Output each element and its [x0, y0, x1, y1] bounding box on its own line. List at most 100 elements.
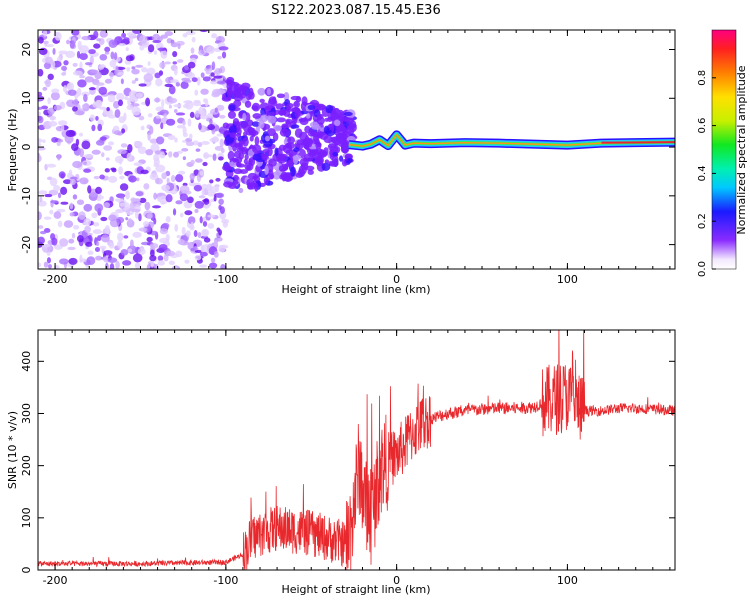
spectrogram-cell — [261, 154, 269, 161]
spectrogram-cell — [45, 78, 51, 88]
spectrogram-cell — [61, 72, 66, 76]
spectrogram-cell — [212, 136, 219, 142]
spectrogram-cell — [116, 216, 125, 224]
spectrogram-cell — [218, 156, 224, 161]
spectrogram-cell — [247, 91, 255, 100]
spectrogram-cell — [199, 251, 208, 257]
spectrogram-cell — [79, 148, 85, 158]
spectrogram-cell — [252, 153, 262, 161]
spectrogram-cell — [86, 232, 93, 236]
spectrogram-cell — [107, 257, 118, 263]
spectrogram-cell — [153, 192, 158, 200]
spectrogram-cell — [260, 114, 268, 123]
spectrogram-cell — [198, 195, 206, 199]
spectrogram-cell — [218, 204, 222, 211]
spectrogram-cell — [88, 87, 96, 91]
spectrogram-cell — [108, 214, 117, 222]
spectrogram-cell — [125, 190, 130, 200]
x-tick-label: 100 — [557, 273, 578, 286]
spectrogram-cell — [71, 143, 79, 152]
spectrogram-cell — [175, 250, 183, 258]
spectrogram-cell — [66, 83, 73, 89]
spectrogram-cell — [104, 78, 112, 84]
spectrogram-cell — [187, 61, 196, 69]
spectrogram-cell — [85, 241, 93, 247]
spectrogram-cell — [96, 38, 102, 42]
spectrogram-cell — [136, 141, 143, 148]
spectrogram-cell — [120, 78, 124, 85]
spectrogram-cell — [114, 130, 122, 136]
spectrogram-cell — [332, 151, 339, 157]
spectrogram-cell — [39, 196, 43, 203]
spectrogram-cell — [56, 208, 66, 213]
spectrogram-cell — [143, 73, 154, 83]
spectrogram-cell — [198, 122, 202, 131]
spectrogram-cell — [132, 231, 142, 238]
spectrogram-cell — [175, 82, 181, 87]
spectrogram-cell — [335, 146, 341, 154]
spectrogram-cell — [185, 141, 195, 147]
x-tick-label: 0 — [393, 273, 400, 286]
spectrogram-cell — [173, 104, 182, 108]
spectrogram-cell — [77, 40, 82, 50]
spectrogram-cell — [165, 194, 173, 203]
spectrogram-cell — [243, 131, 248, 137]
spectrogram-cell — [214, 67, 222, 76]
spectrogram-cell — [79, 254, 83, 263]
spectrogram-cell — [38, 138, 43, 143]
spectrogram-cell — [89, 114, 96, 122]
spectrogram-cell — [85, 62, 93, 66]
spectrogram-cell — [125, 55, 134, 62]
spectrogram-cell — [175, 200, 183, 205]
spectrogram-cell — [305, 165, 315, 171]
spectrogram-cell — [46, 163, 57, 168]
spectrogram-cell — [278, 165, 286, 172]
spectrogram-cell — [187, 196, 194, 204]
spectrogram-cell — [127, 143, 133, 153]
spectrogram-cell — [182, 182, 188, 187]
spectrogram-cell — [199, 30, 209, 33]
spectrogram-cell — [197, 232, 202, 238]
spectrogram-cell — [94, 203, 104, 213]
spectrogram-cell — [76, 235, 84, 243]
spectrogram-cell — [327, 113, 335, 121]
spectrogram-cell — [131, 106, 141, 116]
spectrogram-cell — [207, 223, 215, 229]
spectrogram-cell — [334, 119, 341, 127]
spectrogram-cell — [101, 152, 105, 158]
spectrogram-cell — [96, 99, 103, 107]
spectrogram-cell — [157, 260, 165, 266]
spectrogram-cell — [164, 31, 174, 37]
spectrogram-cell — [203, 237, 211, 243]
spectrogram-cell — [156, 136, 165, 145]
spectrogram-cell — [146, 236, 153, 243]
spectrogram-cell — [58, 50, 68, 55]
spectrogram-cell — [260, 107, 266, 117]
spectrogram-cell — [111, 168, 117, 173]
spectrogram-cell — [279, 155, 287, 160]
spectrogram-cell — [57, 138, 64, 143]
spectrogram-cell — [43, 261, 49, 268]
spectrogram-cell — [150, 143, 160, 153]
spectrogram-cell — [109, 263, 115, 269]
spectrogram-cell — [42, 86, 48, 91]
spectrogram-cell — [59, 258, 69, 265]
spectrogram-cell — [110, 51, 115, 60]
figure-title: S122.2023.087.15.45.E36 — [271, 3, 440, 18]
spectrogram-cell — [145, 149, 154, 156]
spectrogram-cell — [160, 200, 166, 205]
y-tick-label: 0 — [20, 144, 33, 151]
spectrogram-cell — [194, 110, 200, 118]
spectrogram-cell — [63, 85, 68, 93]
spectrogram-cell — [166, 250, 176, 257]
spectrogram-cell — [38, 68, 44, 77]
spectrogram-cell — [109, 59, 117, 68]
spectrogram-cell — [229, 132, 237, 138]
spectrogram-cell — [73, 98, 79, 108]
spectrogram-cell — [187, 72, 195, 80]
spectrogram-cell — [39, 230, 47, 235]
spectrogram-cell — [316, 113, 322, 121]
spectrogram-cell — [221, 51, 227, 59]
spectrogram-cell — [114, 109, 121, 118]
